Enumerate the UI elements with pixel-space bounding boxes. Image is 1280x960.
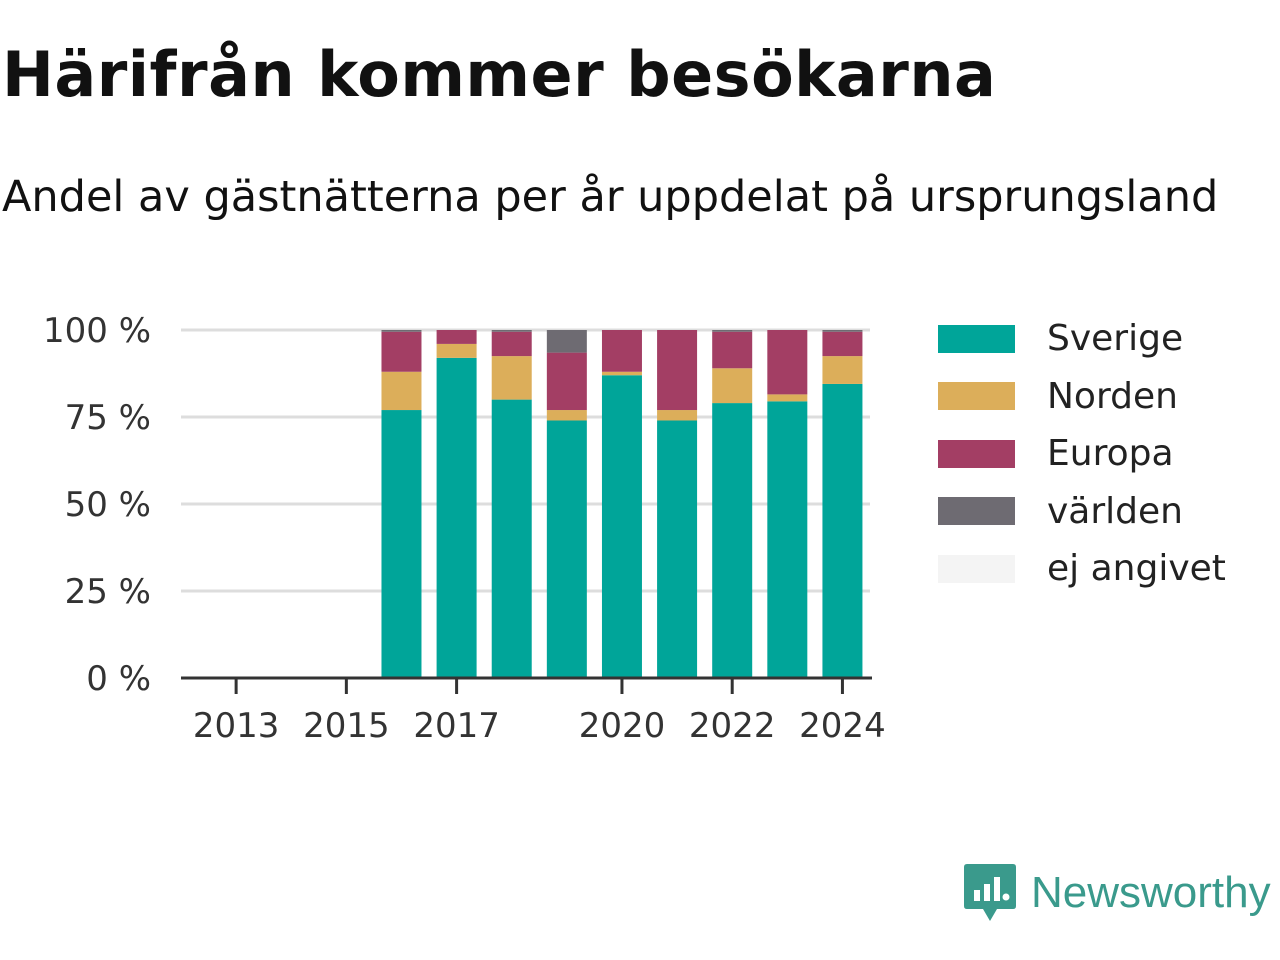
bar-segment bbox=[491, 399, 532, 678]
legend-label: Sverige bbox=[1047, 318, 1184, 360]
bar-segment bbox=[546, 330, 587, 353]
bar-segment bbox=[657, 410, 698, 421]
bar-segment bbox=[601, 330, 642, 372]
bar-segment bbox=[712, 331, 753, 369]
legend-label: Europa bbox=[1047, 433, 1174, 475]
legend-swatch bbox=[938, 324, 1015, 353]
bar-segment bbox=[491, 356, 532, 400]
legend-item: Europa bbox=[938, 425, 1226, 483]
chart-subtitle: Andel av gästnätterna per år uppdelat på… bbox=[2, 172, 1219, 222]
y-tick-label: 0 % bbox=[86, 659, 151, 699]
legend-swatch bbox=[938, 439, 1015, 468]
chart-legend: Sverige Norden Europa världen ej angivet bbox=[938, 310, 1226, 598]
bar-segment bbox=[381, 331, 422, 372]
bar-segment bbox=[712, 330, 753, 332]
x-tick-label: 2017 bbox=[413, 706, 500, 746]
bar-segment bbox=[767, 394, 808, 402]
brand-logo: Newsworthy bbox=[963, 862, 1271, 924]
legend-label: ej angivet bbox=[1047, 548, 1226, 590]
stacked-bar-chart: 0 % 25 % 50 % 75 % 100 % 2013 2015 2017 2020 2022… bbox=[43, 311, 886, 746]
x-tick-label: 2020 bbox=[579, 706, 666, 746]
bar-segment bbox=[491, 331, 532, 357]
bar-segment bbox=[712, 403, 753, 678]
bar-segment bbox=[601, 375, 642, 678]
bar-segment bbox=[491, 330, 532, 332]
legend-label: världen bbox=[1047, 490, 1183, 532]
legend-item: Sverige bbox=[938, 310, 1226, 368]
bar-segment bbox=[381, 410, 422, 678]
bar-segment bbox=[546, 352, 587, 411]
chart-title: Härifrån kommer besökarna bbox=[2, 38, 997, 111]
y-tick-label: 50 % bbox=[65, 485, 151, 525]
bar-segment bbox=[822, 356, 863, 384]
bar-segment bbox=[822, 383, 863, 678]
bar-segment bbox=[546, 420, 587, 678]
bar-segment bbox=[657, 420, 698, 678]
x-tick-label: 2013 bbox=[193, 706, 280, 746]
legend-item: Norden bbox=[938, 368, 1226, 426]
bar-segment bbox=[822, 331, 863, 357]
bar-segment bbox=[601, 371, 642, 376]
legend-item: världen bbox=[938, 483, 1226, 541]
y-tick-label: 100 % bbox=[43, 311, 151, 351]
legend-swatch bbox=[938, 382, 1015, 411]
bar-segment bbox=[381, 371, 422, 411]
bar-segment bbox=[436, 343, 477, 358]
x-tick-label: 2022 bbox=[689, 706, 776, 746]
legend-swatch bbox=[938, 497, 1015, 526]
bar-segment bbox=[436, 330, 477, 344]
y-tick-label: 75 % bbox=[65, 398, 151, 438]
y-tick-label: 25 % bbox=[65, 572, 151, 612]
bar-segment bbox=[767, 330, 808, 395]
bar-segment bbox=[767, 401, 808, 678]
legend-item: ej angivet bbox=[938, 540, 1226, 598]
bar-segment bbox=[381, 330, 422, 332]
x-tick-label: 2015 bbox=[303, 706, 390, 746]
bar-segment bbox=[436, 357, 477, 678]
bar-segment bbox=[712, 368, 753, 404]
brand-name: Newsworthy bbox=[1031, 868, 1271, 917]
x-tick-label: 2024 bbox=[799, 706, 886, 746]
bar-segment bbox=[546, 410, 587, 421]
bar-segment bbox=[657, 330, 698, 411]
legend-swatch bbox=[938, 554, 1015, 583]
newsworthy-logo-icon bbox=[964, 864, 1016, 921]
bar-segment bbox=[822, 330, 863, 332]
legend-label: Norden bbox=[1047, 375, 1178, 417]
